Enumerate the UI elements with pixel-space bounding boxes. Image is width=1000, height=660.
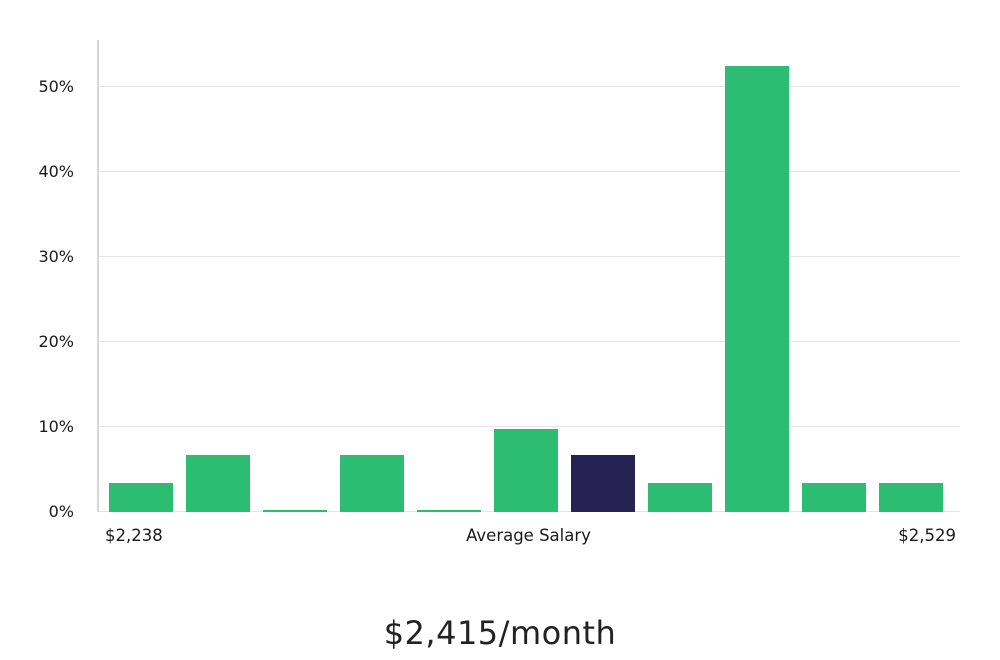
y-tick-label: 50% [38, 76, 74, 96]
y-tick-label: 10% [38, 416, 74, 436]
bar [263, 510, 327, 512]
gridline [99, 425, 960, 427]
bar [802, 483, 866, 512]
gridline [99, 85, 960, 87]
x-label-min-salary: $2,238 [105, 526, 163, 545]
y-axis-labels: 0% 10% 20% 30% 40% 50% [0, 40, 90, 519]
y-tick-label: 40% [38, 161, 74, 181]
gridline [99, 340, 960, 342]
bar [109, 483, 173, 512]
plot-area [97, 40, 960, 512]
bar [340, 455, 404, 512]
y-tick-label: 0% [48, 502, 74, 521]
bar [417, 510, 481, 512]
bars-container [99, 40, 960, 512]
bar [648, 483, 712, 512]
bar-average-salary-highlight [571, 455, 635, 512]
bar [879, 483, 943, 512]
bar [494, 428, 558, 512]
chart-title-monthly-salary: $2,415/month [383, 614, 617, 652]
gridline [99, 170, 960, 172]
gridline [99, 255, 960, 257]
bar [186, 455, 250, 512]
y-tick-label: 30% [38, 246, 74, 266]
bar [725, 65, 789, 512]
x-label-average-salary: Average Salary [466, 526, 591, 545]
y-tick-label: 20% [38, 331, 74, 351]
x-axis-labels: $2,238 Average Salary $2,529 [97, 526, 960, 554]
x-label-max-salary: $2,529 [898, 526, 956, 545]
